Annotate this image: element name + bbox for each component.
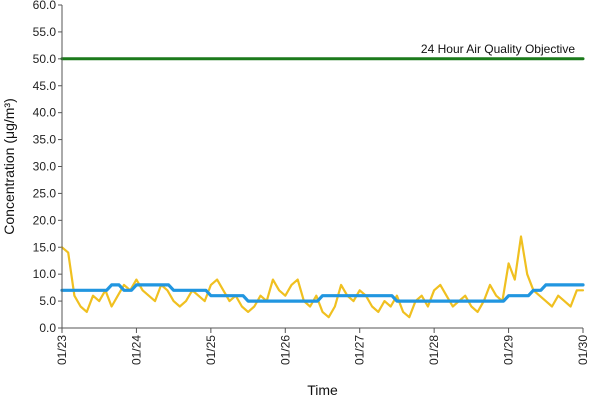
y-tick-label: 5.0 bbox=[39, 294, 56, 308]
daily_mean-series-line bbox=[60, 283, 585, 303]
y-tick-label: 20.0 bbox=[33, 213, 57, 227]
hourly-series-line bbox=[60, 235, 585, 319]
y-tick-label: 55.0 bbox=[33, 25, 57, 39]
y-tick-label: 25.0 bbox=[33, 186, 57, 200]
x-tick-label: 01/29 bbox=[502, 335, 516, 365]
x-tick-label: 01/30 bbox=[576, 335, 590, 365]
y-tick-label: 35.0 bbox=[33, 133, 57, 147]
x-tick-label: 01/28 bbox=[427, 335, 441, 365]
y-tick-label: 30.0 bbox=[33, 160, 57, 174]
y-tick-label: 40.0 bbox=[33, 106, 57, 120]
x-tick-label: 01/26 bbox=[278, 335, 292, 365]
y-tick-label: 50.0 bbox=[33, 52, 57, 66]
x-axis-ticks: 01/23 01/24 01/25 01/26 01/27 01/28 01/29 01/30 bbox=[55, 328, 590, 365]
objective-annotation: 24 Hour Air Quality Objective bbox=[421, 42, 575, 56]
x-axis-title: Time bbox=[307, 382, 338, 398]
y-tick-label: 60.0 bbox=[33, 0, 57, 12]
y-axis-ticks: 0.0 5.0 10.0 15.0 20.0 25.0 30.0 35.0 40.0 45.0 50… bbox=[33, 0, 62, 335]
y-tick-label: 0.0 bbox=[39, 321, 56, 335]
y-tick-label: 45.0 bbox=[33, 79, 57, 93]
y-tick-label: 15.0 bbox=[33, 240, 57, 254]
y-tick-label: 10.0 bbox=[33, 267, 57, 281]
series-layer bbox=[60, 57, 585, 319]
x-tick-label: 01/25 bbox=[204, 335, 218, 365]
x-tick-label: 01/23 bbox=[55, 335, 69, 365]
x-tick-label: 01/24 bbox=[129, 335, 143, 365]
y-axis-title: Concentration (μg/m³) bbox=[1, 98, 17, 234]
x-tick-label: 01/27 bbox=[353, 335, 367, 365]
